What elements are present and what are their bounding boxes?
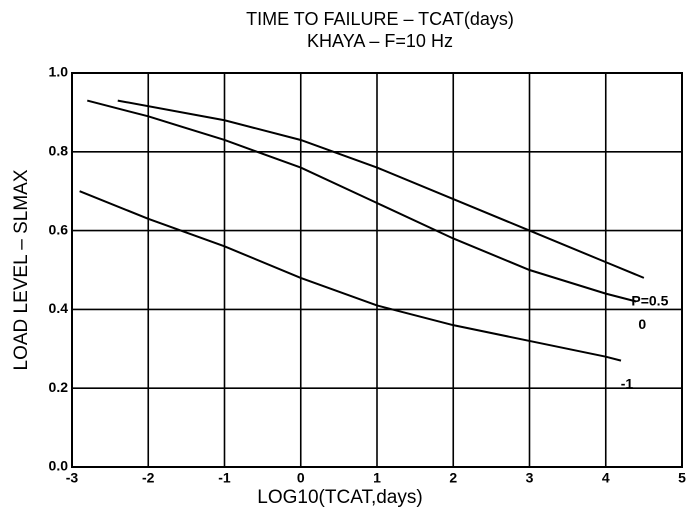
series-label: 0 xyxy=(638,316,646,332)
y-tick-label: 0.8 xyxy=(49,143,69,159)
series-line xyxy=(79,190,622,362)
y-tick-label: 1.0 xyxy=(49,64,69,80)
x-axis-label: LOG10(TCAT,days) xyxy=(257,487,422,508)
y-tick-label: 0.2 xyxy=(49,379,69,395)
series-label: -1 xyxy=(621,375,634,391)
x-tick-label: 3 xyxy=(526,470,534,486)
y-axis-label: LOAD LEVEL – SLMAX xyxy=(11,169,32,370)
x-tick-label: 4 xyxy=(602,470,610,486)
series-label: P=0.5 xyxy=(631,293,668,309)
y-tick-label: 0.6 xyxy=(49,221,69,237)
chart-subtitle: KHAYA – F=10 Hz xyxy=(307,31,453,51)
y-tick-label: 0.4 xyxy=(49,300,69,316)
series-line xyxy=(86,99,637,303)
chart-title: TIME TO FAILURE – TCAT(days) xyxy=(246,9,514,29)
x-tick-label: 5 xyxy=(678,470,686,486)
x-tick-label: -2 xyxy=(142,470,155,486)
x-tick-label: 1 xyxy=(373,470,381,486)
series-line xyxy=(117,99,645,279)
y-tick-label: 0.0 xyxy=(49,458,69,474)
x-tick-label: -3 xyxy=(66,470,79,486)
x-tick-label: 0 xyxy=(297,470,305,486)
x-tick-label: -1 xyxy=(218,470,231,486)
x-tick-label: 2 xyxy=(449,470,457,486)
